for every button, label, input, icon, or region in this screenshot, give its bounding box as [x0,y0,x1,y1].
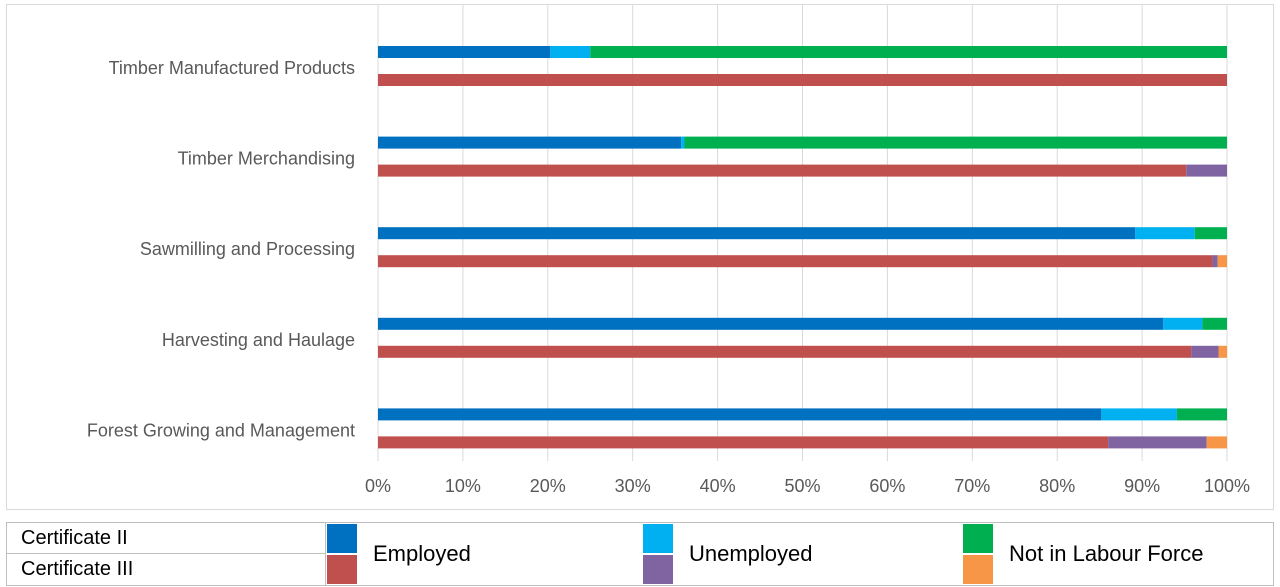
bar-segment [1108,436,1207,449]
bar-segment [1217,255,1227,268]
bar-segment [684,136,1227,149]
bar-segment [550,46,591,58]
x-tick-label: 50% [784,476,820,496]
bars [378,46,1227,449]
legend-label-unemployed: Unemployed [689,541,813,566]
bar-segment [1191,345,1219,358]
category-label: Sawmilling and Processing [140,239,355,259]
bar-segment [378,436,1109,449]
legend-swatch-cert3-not-in-labour-force [963,555,993,584]
bar-segment [378,227,1136,240]
legend-row-certificate-iii: Certificate III [21,558,134,580]
bar-segment [1176,408,1227,421]
bar-segment [1101,408,1177,421]
category-labels: Timber Manufactured Products Timber Merch… [87,58,355,440]
bar-segment [378,136,682,149]
bar-segment [1212,255,1218,268]
legend-swatch-cert3-unemployed [643,555,673,584]
x-tick-label: 100% [1204,476,1250,496]
bar-segment [378,408,1102,421]
x-tick-label: 0% [365,476,391,496]
bar-segment [1186,164,1227,177]
x-tick-label: 20% [530,476,566,496]
bar-chart: Timber Manufactured Products Timber Merch… [87,5,1250,496]
bar-segment [378,255,1213,268]
bar-segment [378,317,1164,330]
x-axis-ticks: 0% 10% 20% 30% 40% 50% 60% 70% 80% 90% 100% [365,476,1250,496]
x-tick-label: 10% [445,476,481,496]
legend-divider [325,523,326,585]
category-label: Forest Growing and Management [87,420,355,440]
x-tick-label: 40% [700,476,736,496]
category-label: Harvesting and Haulage [162,330,355,350]
x-tick-label: 60% [869,476,905,496]
bar-segment [1218,345,1227,358]
bar-segment [1135,227,1195,240]
bar-segment [1194,227,1227,240]
legend-swatch-cert3-employed [327,555,357,584]
legend-swatch-cert2-unemployed [643,524,673,553]
bar-segment [378,164,1187,177]
x-tick-label: 30% [615,476,651,496]
category-label: Timber Merchandising [178,149,355,169]
legend-label-not-in-labour-force: Not in Labour Force [1009,541,1204,566]
bar-segment [378,345,1192,358]
legend-label-employed: Employed [373,541,471,566]
bar-segment [1206,436,1227,449]
bar-segment [590,46,1227,58]
chart-area: Timber Manufactured Products Timber Merch… [6,4,1274,510]
legend: Certificate II Certificate III Employed … [6,522,1274,586]
x-tick-label: 80% [1039,476,1075,496]
legend-swatch-cert2-not-in-labour-force [963,524,993,553]
bar-segment [681,136,685,149]
x-tick-label: 90% [1124,476,1160,496]
legend-swatch-cert2-employed [327,524,357,553]
category-label: Timber Manufactured Products [109,58,355,78]
legend-row-certificate-ii: Certificate II [7,523,325,554]
x-tick-label: 70% [954,476,990,496]
bar-segment [378,46,551,58]
bar-segment [378,74,1227,86]
bar-segment [1163,317,1203,330]
bar-segment [1202,317,1227,330]
